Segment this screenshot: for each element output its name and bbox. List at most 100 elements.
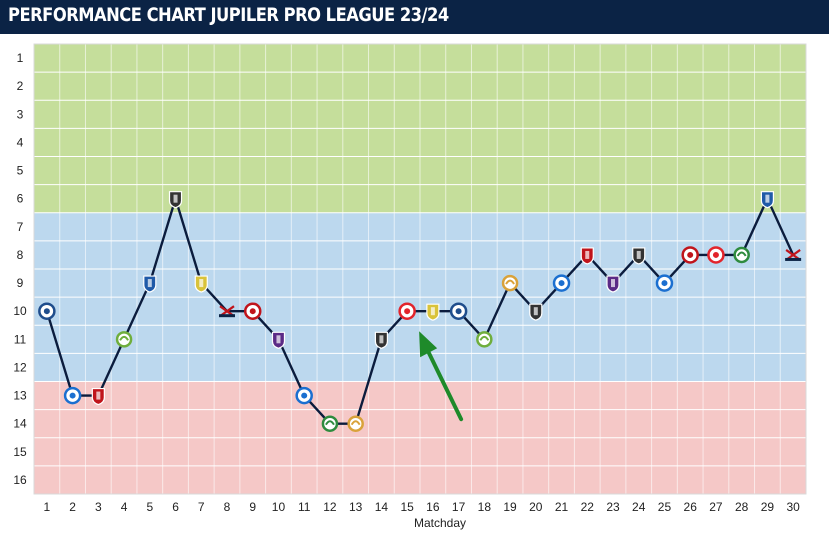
badge-core xyxy=(558,280,565,287)
gent-badge xyxy=(552,274,571,292)
badge-ring xyxy=(115,331,133,348)
westerlo-badge xyxy=(426,303,440,321)
x-tick-label: 3 xyxy=(95,500,102,514)
westerlo-badge xyxy=(194,275,208,293)
y-tick-label: 8 xyxy=(17,248,24,262)
anderlecht-badge xyxy=(271,331,286,349)
badge-stripe xyxy=(611,279,615,288)
x-tick-label: 16 xyxy=(426,500,440,514)
ohl-badge xyxy=(115,331,133,348)
x-tick-label: 23 xyxy=(606,500,620,514)
badge-ring xyxy=(476,331,493,348)
x-tick-label: 24 xyxy=(632,500,646,514)
standard-badge xyxy=(707,246,725,264)
charleroi-badge xyxy=(529,303,543,321)
x-tick-label: 10 xyxy=(272,500,286,514)
y-tick-label: 11 xyxy=(14,332,27,346)
arrow-shaft xyxy=(423,343,464,422)
x-tick-label: 19 xyxy=(503,500,517,514)
westerlo-badge xyxy=(143,275,157,293)
badge-mark xyxy=(325,420,335,426)
mechelen-badge xyxy=(347,415,364,432)
badge-core xyxy=(455,308,462,315)
x-tick-label: 30 xyxy=(786,500,800,514)
x-tick-label: 12 xyxy=(323,500,337,514)
genk-badge xyxy=(655,274,674,292)
x-tick-label: 28 xyxy=(735,500,749,514)
antwerp-badge xyxy=(681,246,699,264)
badge-ring xyxy=(733,246,750,264)
y-tick-label: 14 xyxy=(13,417,27,431)
y-tick-label: 4 xyxy=(17,135,24,149)
badge-stripe xyxy=(173,194,178,203)
eupen-badge xyxy=(168,191,183,209)
y-tick-label: 7 xyxy=(17,220,24,234)
club-brugge-badge xyxy=(449,302,468,320)
badge-mark xyxy=(350,420,361,426)
cercle-badge xyxy=(321,415,339,432)
annotation-arrow xyxy=(419,331,464,422)
kortrijk-badge xyxy=(785,249,802,261)
badge-core xyxy=(661,280,668,287)
chart-header: PERFORMANCE CHART JUPILER PRO LEAGUE 23/… xyxy=(0,0,829,34)
westerlo-badge xyxy=(760,191,774,209)
genk-badge xyxy=(63,386,82,405)
antwerp-badge xyxy=(243,302,262,320)
x-tick-label: 18 xyxy=(478,500,492,514)
x-tick-label: 6 xyxy=(172,500,179,514)
kortrijk-badge xyxy=(219,305,235,318)
badge-mark xyxy=(479,335,490,341)
badge-stripe xyxy=(533,307,538,316)
badge-ring xyxy=(501,274,519,292)
x-tick-label: 5 xyxy=(146,500,153,514)
badge-core xyxy=(69,392,76,399)
y-tick-label: 9 xyxy=(17,276,24,290)
x-axis-ticks: 1 2 3 4 5 6 7 8 9 10 11 12 13 14 15 16 17 18 19 20 21 22 23 24 2… xyxy=(44,500,801,514)
charleroi-badge xyxy=(374,331,388,349)
rwdm-badge xyxy=(580,247,594,265)
badge-stripe xyxy=(276,335,281,344)
y-tick-label: 1 xyxy=(17,51,24,65)
opponent-badges xyxy=(38,191,802,432)
y-tick-label: 6 xyxy=(17,192,24,206)
x-tick-label: 7 xyxy=(198,500,205,514)
arrow-head xyxy=(419,331,438,358)
badge-bar xyxy=(219,314,235,318)
badge-stripe xyxy=(430,307,435,316)
x-tick-label: 8 xyxy=(224,500,231,514)
badge-core xyxy=(43,308,50,315)
x-tick-label: 22 xyxy=(581,500,595,514)
badge-stripe xyxy=(765,194,770,203)
standard-badge xyxy=(398,302,416,320)
x-tick-label: 2 xyxy=(69,500,76,514)
y-tick-label: 10 xyxy=(13,304,27,318)
badge-core xyxy=(301,392,308,399)
x-tick-label: 9 xyxy=(249,500,256,514)
x-tick-label: 25 xyxy=(658,500,672,514)
y-tick-label: 3 xyxy=(17,107,24,121)
badge-ring xyxy=(347,415,364,432)
x-tick-label: 14 xyxy=(375,500,389,514)
badge-stripe xyxy=(147,279,152,288)
y-tick-label: 13 xyxy=(13,389,27,403)
x-tick-label: 1 xyxy=(44,500,51,514)
rwdm-badge xyxy=(91,387,105,406)
anderlecht-badge xyxy=(606,275,620,293)
x-tick-label: 29 xyxy=(761,500,775,514)
badge-mark xyxy=(736,251,747,257)
y-tick-label: 16 xyxy=(13,473,27,487)
chart-title: PERFORMANCE CHART JUPILER PRO LEAGUE 23/… xyxy=(8,4,449,26)
badge-core xyxy=(404,308,411,315)
y-tick-label: 12 xyxy=(13,360,27,374)
badge-core xyxy=(712,251,719,258)
x-tick-label: 15 xyxy=(400,500,414,514)
badge-stripe xyxy=(636,250,641,259)
x-axis-label: Matchday xyxy=(414,516,466,530)
x-tick-label: 13 xyxy=(349,500,363,514)
mechelen-badge xyxy=(501,274,519,292)
y-tick-label: 15 xyxy=(13,445,27,459)
genk-badge xyxy=(295,386,313,405)
x-tick-label: 21 xyxy=(555,500,569,514)
grid-lines xyxy=(33,43,807,495)
